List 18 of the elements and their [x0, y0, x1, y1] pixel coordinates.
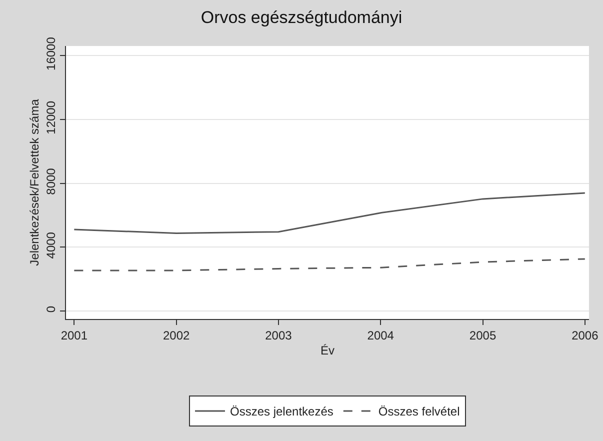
legend-label: Összes jelentkezés: [230, 404, 334, 419]
x-tick-label: 2005: [469, 328, 496, 342]
y-tick-label: 12000: [44, 100, 58, 134]
y-tick-label: 8000: [44, 168, 58, 195]
y-tick-label: 4000: [44, 232, 58, 259]
y-tick-label: 0: [44, 306, 58, 313]
x-axis-title: Év: [320, 343, 335, 358]
x-tick-label: 2003: [265, 328, 292, 342]
x-tick-label: 2002: [162, 328, 190, 342]
line-series: [73, 258, 586, 272]
x-tick-label: 2001: [60, 328, 88, 342]
y-tick-label: 16000: [44, 36, 58, 70]
legend-label: Összes felvétel: [378, 404, 460, 419]
x-tick-label: 2004: [367, 328, 394, 342]
line-series: [73, 192, 586, 234]
y-axis-title: Jelentkezések/Felvettek száma: [28, 98, 42, 266]
x-tick-label: 2006: [572, 328, 599, 342]
chart-title: Orvos egészségtudományi: [200, 8, 402, 27]
